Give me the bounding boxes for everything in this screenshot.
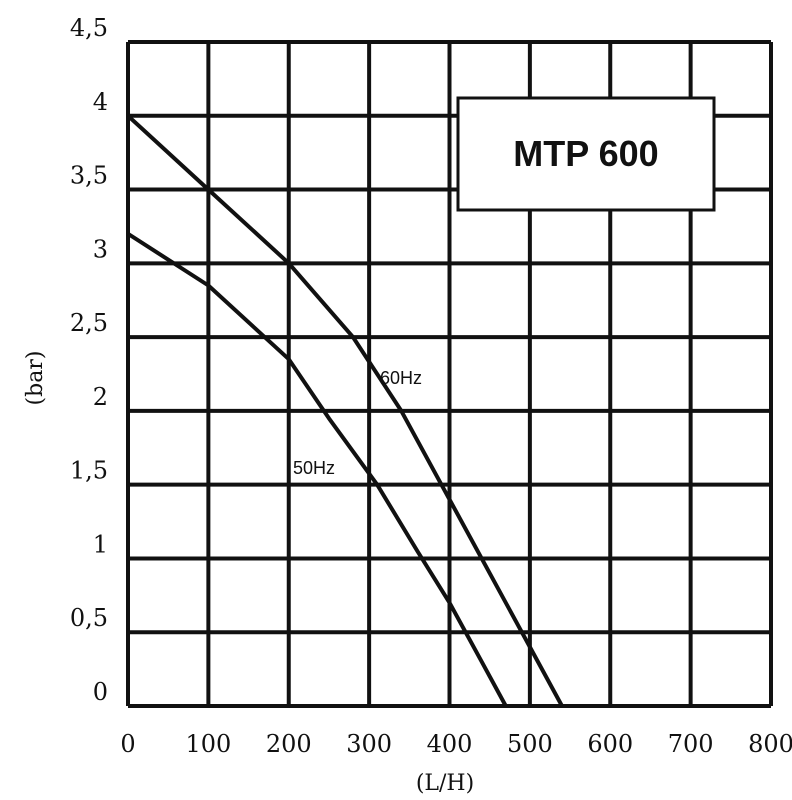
x-axis-label: (L/H)	[416, 771, 474, 796]
y-tick-label: 4,5	[70, 14, 108, 42]
x-tick-label: 100	[185, 730, 231, 758]
x-tick-label: 200	[266, 730, 312, 758]
x-tick-label: 600	[587, 730, 633, 758]
series-labels: 60Hz 50Hz	[293, 368, 422, 478]
y-tick-label: 2	[93, 383, 108, 411]
series-line-60hz	[126, 114, 564, 707]
y-tick-label: 0,5	[70, 604, 108, 632]
x-tick-label: 800	[748, 730, 792, 758]
x-tick-label: 400	[427, 730, 473, 758]
series-label-60hz: 60Hz	[380, 368, 422, 388]
curves	[126, 114, 564, 707]
x-tick-label: 500	[507, 730, 553, 758]
y-tick-label: 3,5	[70, 162, 108, 190]
series-line-50hz	[126, 232, 508, 707]
x-tick-label: 0	[120, 730, 135, 758]
y-tick-label: 3	[93, 235, 108, 263]
y-tick-label: 2,5	[70, 309, 108, 337]
y-tick-label: 1	[93, 530, 108, 558]
y-axis-label: (bar)	[23, 351, 48, 406]
x-tick-labels: 0 100 200 300 400 500 600 700 800	[120, 730, 792, 758]
y-tick-label: 4	[93, 88, 108, 116]
x-tick-label: 700	[668, 730, 714, 758]
chart-title: MTP 600	[513, 133, 658, 174]
y-tick-label: 1,5	[70, 457, 108, 485]
title-box: MTP 600	[456, 96, 716, 212]
x-tick-label: 300	[346, 730, 392, 758]
series-label-50hz: 50Hz	[293, 458, 335, 478]
y-tick-labels: 0 0,5 1 1,5 2 2,5 3 3,5 4 4,5	[70, 14, 108, 706]
y-tick-label: 0	[93, 678, 108, 706]
